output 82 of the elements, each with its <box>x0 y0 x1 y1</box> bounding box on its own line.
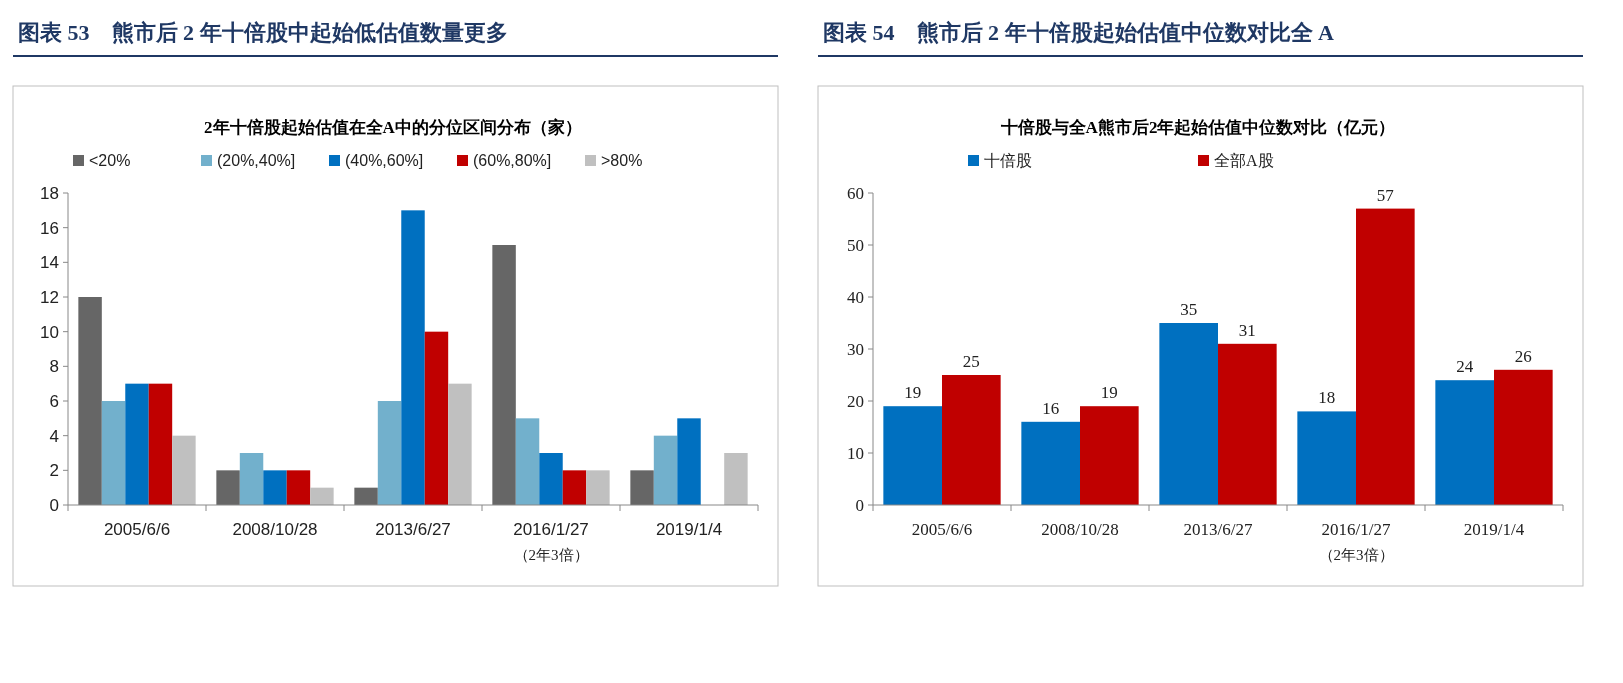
x-tick-label: 2008/10/28 <box>232 520 318 539</box>
data-label: 16 <box>1042 398 1060 418</box>
data-label: 24 <box>1456 357 1474 377</box>
bar <box>562 470 587 505</box>
bar <box>286 470 311 505</box>
chart-subtitle: 2年十倍股起始估值在全A中的分位区间分布（家） <box>204 118 582 137</box>
bar <box>630 470 654 505</box>
bar <box>492 245 516 505</box>
bar <box>883 406 942 505</box>
bar <box>101 401 126 505</box>
y-tick-label: 18 <box>40 184 59 203</box>
bar <box>1435 380 1494 505</box>
y-tick-label: 14 <box>40 253 59 273</box>
legend-label: (60%,80%] <box>473 152 552 169</box>
data-label: 25 <box>962 352 980 371</box>
y-tick-label: 10 <box>40 322 59 342</box>
bar <box>148 383 173 505</box>
bar <box>586 470 610 505</box>
y-tick-label: 10 <box>847 444 864 463</box>
bar <box>401 210 425 505</box>
x-tick-label: 2005/6/6 <box>911 520 973 539</box>
legend-label: (20%,40%] <box>217 152 296 169</box>
y-tick-label: 30 <box>847 340 864 359</box>
bar <box>1356 208 1415 505</box>
data-label: 19 <box>1100 383 1118 403</box>
x-tick-label: 2016/1/27 （2年3倍） <box>1318 520 1394 563</box>
bar <box>239 453 264 505</box>
chart-title: 图表 54 熊市后 2 年十倍股起始估值中位数对比全 A <box>823 20 1334 45</box>
bar <box>942 375 1001 505</box>
bar <box>1021 421 1080 505</box>
x-tick-label: 2019/1/4 <box>1463 520 1525 539</box>
bar <box>677 418 701 505</box>
legend-label: <20% <box>89 152 131 169</box>
data-label: 19 <box>904 383 922 403</box>
data-label: 31 <box>1238 320 1256 340</box>
data-label: 57 <box>1376 185 1395 205</box>
bar <box>448 383 472 505</box>
bar <box>1297 411 1356 505</box>
x-tick-label: 2008/10/28 <box>1041 520 1119 539</box>
x-tick-label: 2019/1/4 <box>655 520 723 539</box>
bar <box>310 487 334 505</box>
bar <box>424 331 449 505</box>
bar <box>653 435 678 505</box>
bar <box>515 418 540 505</box>
data-label: 26 <box>1514 346 1532 366</box>
bar <box>1218 343 1277 505</box>
bar <box>263 470 287 505</box>
y-tick-label: 2 <box>49 461 59 481</box>
bar <box>125 383 149 505</box>
x-tick-label: 2005/6/6 <box>103 520 171 539</box>
y-tick-label: 6 <box>49 392 59 411</box>
bar <box>354 487 378 505</box>
y-tick-label: 40 <box>847 288 864 307</box>
y-tick-label: 8 <box>49 357 59 377</box>
y-tick-label: 12 <box>40 288 59 307</box>
legend-label: (40%,60%] <box>345 152 424 169</box>
bar <box>539 453 563 505</box>
x-tick-label: 2016/1/27 （2年3倍） <box>513 520 589 563</box>
bar <box>1080 406 1139 505</box>
y-tick-label: 16 <box>40 218 59 238</box>
legend-label: >80% <box>601 152 643 169</box>
y-tick-label: 60 <box>847 184 864 203</box>
x-tick-label: 2013/6/27 <box>1183 520 1253 539</box>
data-label: 18 <box>1318 388 1336 408</box>
chart-title: 图表 53 熊市后 2 年十倍股中起始低估值数量更多 <box>18 20 508 45</box>
bar <box>1494 369 1553 505</box>
bar <box>377 401 402 505</box>
bar <box>172 435 196 505</box>
y-tick-label: 4 <box>49 426 59 446</box>
x-tick-label: 2013/6/27 <box>375 520 451 539</box>
bar <box>1159 323 1218 505</box>
y-tick-label: 0 <box>855 496 864 515</box>
y-tick-label: 20 <box>847 392 864 411</box>
bar <box>78 297 102 505</box>
legend-label: 十倍股 <box>984 152 1032 169</box>
y-tick-label: 50 <box>847 236 864 255</box>
bar <box>216 470 240 505</box>
chart-subtitle: 十倍股与全A熊市后2年起始估值中位数对比（亿元） <box>999 118 1396 137</box>
y-tick-label: 0 <box>49 496 59 515</box>
bar <box>724 453 748 505</box>
legend-label: 全部A股 <box>1214 152 1274 169</box>
data-label: 35 <box>1180 300 1198 319</box>
